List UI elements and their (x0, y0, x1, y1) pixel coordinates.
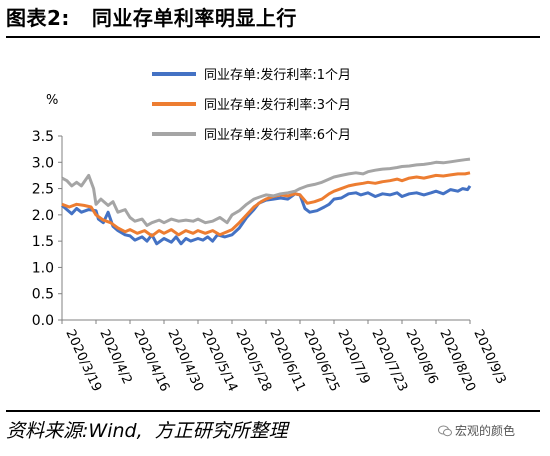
source-label: 资料来源: (6, 420, 89, 442)
source-note: 资料来源:Wind, 方正研究所整理 (6, 416, 288, 443)
x-tick-label: 2020/4/16 (130, 327, 172, 394)
watermark: 宏观的颜色 (438, 422, 515, 439)
y-tick-label: 2.5 (32, 182, 54, 198)
y-tick-label: 1.5 (32, 234, 54, 250)
series-line-2 (61, 171, 471, 238)
x-tick-label: 2020/8/6 (402, 327, 440, 386)
series-layer (61, 157, 472, 246)
x-tick-label: 2020/7/23 (368, 327, 410, 394)
x-tick-label: 2020/9/3 (470, 327, 508, 386)
watermark-text: 宏观的颜色 (455, 424, 516, 438)
series-line-1 (61, 185, 472, 246)
source-name: Wind, (88, 420, 143, 442)
y-tick-label: 0.5 (32, 287, 54, 303)
title-divider (6, 36, 540, 38)
y-tick-label: 1.0 (32, 260, 54, 276)
x-tick-label: 2020/3/19 (62, 327, 104, 394)
x-tick-label: 2020/4/2 (96, 327, 134, 386)
figure-label: 图表2: (6, 6, 70, 30)
x-tick-label: 2020/7/9 (334, 327, 372, 386)
y-unit-label: % (46, 93, 58, 108)
source-detail: 方正研究所整理 (154, 420, 288, 442)
x-tick-label: 2020/8/20 (436, 327, 478, 394)
y-tick-label: 3.0 (32, 155, 54, 171)
series-line-3 (61, 157, 471, 227)
legend-label-3: 同业存单:发行利率:6个月 (204, 127, 351, 143)
figure-title: 图表2: 同业存单利率明显上行 (6, 2, 297, 31)
legend-label-2: 同业存单:发行利率:3个月 (204, 97, 351, 113)
wechat-icon (438, 425, 452, 437)
legend-label-1: 同业存单:发行利率:1个月 (204, 67, 351, 83)
figure-title-text: 同业存单利率明显上行 (91, 6, 297, 30)
y-tick-label: 0.0 (32, 313, 54, 329)
y-tick-label: 3.5 (32, 129, 54, 145)
y-tick-label: 2.0 (32, 208, 54, 224)
footer-divider (6, 410, 540, 412)
